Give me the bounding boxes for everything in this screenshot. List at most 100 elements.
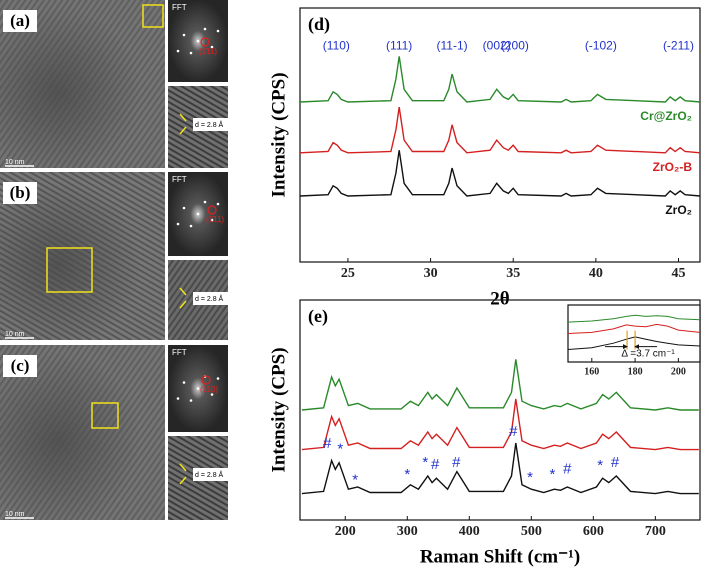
spot-label: (110): [200, 385, 218, 394]
fft-spot: [196, 387, 200, 390]
d-spacing: d = 2.8 Å: [195, 120, 224, 129]
annotation: (11-1): [437, 38, 468, 52]
fft-spot: [182, 33, 186, 37]
series-label: Cr@ZrO₂: [640, 109, 692, 123]
scale-bar: 10 nm: [5, 331, 25, 338]
x-tick-label: 200: [335, 524, 356, 539]
x-axis-label: 2θ: [490, 288, 510, 309]
fft-spot: [189, 224, 193, 228]
arrow: [179, 113, 187, 122]
x-tick-label: 200: [671, 366, 686, 377]
spot-label: (1̄11): [206, 215, 224, 224]
spot-ring: [200, 37, 210, 47]
selection-box: [91, 402, 119, 429]
label-bg: [3, 10, 37, 32]
fft-spot: [176, 397, 180, 400]
y-axis-label: Intensity (CPS): [268, 347, 289, 472]
annotation: *: [527, 469, 533, 486]
fft-spot: [216, 377, 220, 380]
series-label: ZrO₂-B: [653, 160, 693, 174]
fft-spot: [196, 212, 200, 216]
fft-spot: [189, 51, 193, 55]
spot-ring: [207, 205, 217, 215]
label-bg: [3, 182, 37, 204]
fft-spot: [196, 39, 200, 43]
d-spacing: d = 2.8 Å: [195, 470, 224, 479]
spot-label: (1̄11): [199, 47, 217, 56]
y-axis-label: Intensity (CPS): [268, 72, 289, 197]
scale-bar: 10 nm: [5, 159, 25, 166]
fft-spot: [176, 222, 180, 226]
annotation: (200): [501, 38, 529, 52]
d-bg: [193, 292, 228, 305]
x-tick-label: 600: [583, 524, 604, 539]
annotation: (111): [386, 38, 412, 52]
series-line: [567, 336, 701, 350]
x-tick-label: 30: [424, 266, 438, 281]
annotation: *: [337, 441, 343, 458]
d-bg: [193, 118, 228, 131]
annotation: #: [563, 460, 572, 477]
fft-spot: [182, 206, 186, 210]
series-line: [299, 150, 701, 197]
x-tick-label: 40: [589, 266, 603, 281]
plot-frame: [299, 299, 701, 521]
arrow: [179, 300, 187, 309]
annotation: #: [611, 454, 620, 471]
series-line: [301, 442, 699, 495]
x-tick-label: 700: [645, 524, 666, 539]
fft-spot: [189, 399, 193, 402]
fft-spot: [216, 202, 220, 206]
panel-label: (a): [10, 11, 30, 30]
annotation: #: [509, 423, 518, 440]
annotation: *: [352, 471, 358, 488]
fft-spot: [210, 393, 214, 396]
fft-spot: [203, 200, 207, 204]
fft-spot: [216, 29, 220, 33]
annotation: (-211): [663, 38, 694, 52]
scale-bar: 10 nm: [5, 511, 25, 518]
selection-box: [142, 4, 164, 28]
series-line: [301, 398, 699, 451]
series-line: [301, 359, 699, 411]
x-tick-label: 45: [672, 266, 686, 281]
annotation: #: [323, 435, 332, 452]
x-tick-label: 400: [459, 524, 480, 539]
annotation: #: [431, 456, 440, 473]
series-line: [299, 56, 701, 103]
x-tick-label: 25: [341, 266, 355, 281]
annotation: #: [452, 454, 461, 471]
x-tick-label: 500: [521, 524, 542, 539]
arrow: [179, 463, 187, 472]
annotation: Δ =3.7 cm⁻¹: [621, 349, 675, 360]
fft-label: FFT: [172, 348, 187, 357]
panel-label: (d): [308, 14, 330, 35]
spot-ring: [201, 375, 211, 385]
label-bg: [3, 355, 37, 377]
annotation: *: [422, 454, 428, 471]
annotation: (110): [323, 38, 350, 52]
panel-label: (e): [308, 306, 328, 327]
plot-frame: [299, 7, 701, 263]
charts: 25 30 35 40 45 2θ Intensity (CPS) (d) Cr@ZrO₂ ZrO…: [268, 7, 701, 567]
series-line: [567, 314, 701, 323]
arrow: [179, 126, 187, 135]
arrow: [179, 287, 187, 296]
annotation: (002): [483, 38, 511, 52]
annotation: *: [404, 466, 410, 483]
panel-label: (b): [10, 183, 31, 202]
d-bg: [193, 468, 228, 481]
series-label: ZrO₂: [665, 203, 692, 217]
x-axis-label: Raman Shift (cm⁻¹): [420, 546, 580, 567]
fft-spot: [176, 49, 180, 53]
x-tick-label: 180: [628, 366, 643, 377]
x-tick-label: 160: [584, 366, 599, 377]
annotation: *: [549, 466, 555, 483]
panel-label: (c): [11, 356, 30, 375]
fft-spot: [203, 27, 207, 31]
series-line: [567, 323, 701, 334]
annotation: *: [597, 457, 603, 474]
series-line: [299, 106, 701, 154]
annotation: (-102): [585, 38, 617, 52]
